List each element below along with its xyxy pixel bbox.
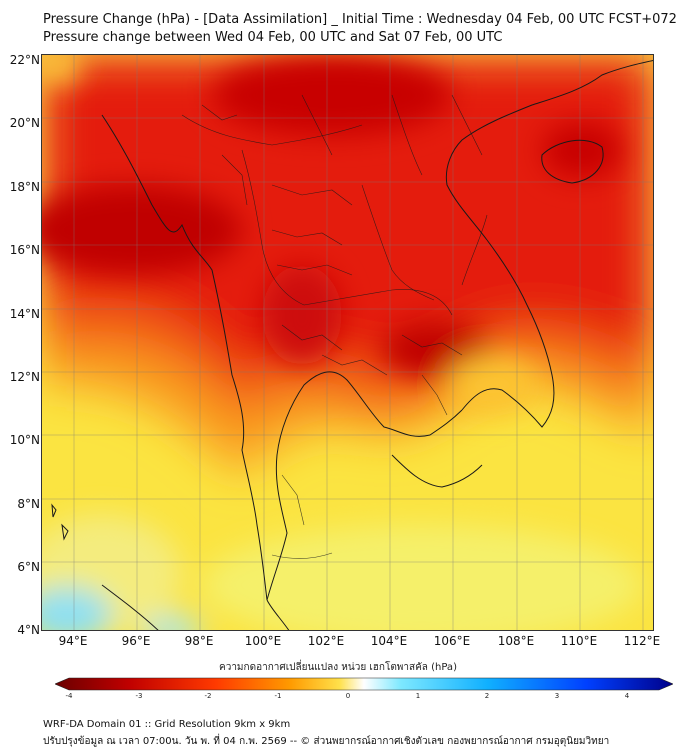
colorbar-tick-2: 2 bbox=[484, 692, 490, 700]
field-dark-red-hainan bbox=[542, 122, 622, 178]
lon-label-94e: 94°E bbox=[58, 634, 88, 648]
field-dark-red-thailand bbox=[262, 265, 342, 365]
colorbar-tick-m3: -3 bbox=[135, 692, 143, 700]
colorbar-tick-m2: -2 bbox=[204, 692, 212, 700]
field-blue-sw bbox=[142, 616, 202, 630]
coast-vietnam-south bbox=[461, 239, 555, 428]
lat-label-10n: 10°N bbox=[9, 433, 40, 447]
coast-gulf-thailand bbox=[266, 371, 463, 601]
lat-label-6n: 6°N bbox=[17, 560, 40, 574]
colorbar-tick-3: 3 bbox=[554, 692, 560, 700]
colorbar-tick-m1: -1 bbox=[274, 692, 282, 700]
coast-hainan bbox=[541, 139, 604, 184]
lon-label-104e: 104°E bbox=[370, 634, 408, 648]
footer-credit: ปรับปรุงข้อมูล ณ เวลา 07:00น. วัน พ. ที่… bbox=[43, 736, 610, 747]
lat-label-4n: 4°N bbox=[17, 623, 40, 637]
lon-label-110e: 110°E bbox=[560, 634, 598, 648]
lon-label-108e: 108°E bbox=[497, 634, 535, 648]
map-canvas bbox=[42, 55, 653, 630]
map-subtitle: Pressure change between Wed 04 Feb, 00 U… bbox=[43, 30, 503, 45]
coast-andaman-1 bbox=[51, 503, 57, 518]
coast-myanmar-west bbox=[101, 114, 268, 601]
province-borders bbox=[181, 94, 488, 559]
colorbar-tick-0: 0 bbox=[345, 692, 351, 700]
lon-label-102e: 102°E bbox=[307, 634, 345, 648]
lat-label-16n: 16°N bbox=[9, 243, 40, 257]
lat-label-22n: 22°N bbox=[9, 53, 40, 67]
lon-label-100e: 100°E bbox=[244, 634, 282, 648]
lat-label-20n: 20°N bbox=[9, 116, 40, 130]
colorbar bbox=[55, 677, 673, 691]
field-cyan-sw bbox=[42, 587, 112, 630]
field-red bbox=[42, 55, 653, 375]
lat-label-14n: 14°N bbox=[9, 307, 40, 321]
pressure-change-map bbox=[41, 54, 654, 631]
lon-label-98e: 98°E bbox=[184, 634, 214, 648]
lon-label-112e: 112°E bbox=[623, 634, 661, 648]
coast-mekong-delta bbox=[391, 454, 483, 488]
coast-sumatra bbox=[101, 584, 159, 630]
field-yellow-corner bbox=[42, 55, 82, 85]
colorbar-gradient bbox=[55, 677, 673, 691]
footer-model-info: WRF-DA Domain 01 :: Grid Resolution 9km … bbox=[43, 719, 291, 730]
field-dark-red-north bbox=[212, 55, 452, 135]
colorbar-tick-4: 4 bbox=[624, 692, 630, 700]
field-dark-red-west bbox=[42, 185, 242, 275]
coast-andaman-2 bbox=[61, 523, 69, 541]
coast-malaysia bbox=[266, 599, 290, 630]
coast-vietnam-north bbox=[445, 59, 653, 241]
lat-label-12n: 12°N bbox=[9, 370, 40, 384]
lon-label-106e: 106°E bbox=[433, 634, 471, 648]
colorbar-tick-1: 1 bbox=[415, 692, 421, 700]
coastlines bbox=[51, 59, 653, 630]
colorbar-tick-m4: -4 bbox=[65, 692, 73, 700]
lon-label-96e: 96°E bbox=[121, 634, 151, 648]
field-light-yellow-south bbox=[202, 525, 642, 630]
lat-label-8n: 8°N bbox=[17, 497, 40, 511]
field-yellow-east bbox=[447, 355, 537, 415]
colorbar-title: ความกดอากาศเปลี่ยนแปลง หน่วย เฮกโตพาสคัล… bbox=[219, 662, 457, 673]
lat-label-18n: 18°N bbox=[9, 180, 40, 194]
map-title: Pressure Change (hPa) - [Data Assimilati… bbox=[43, 12, 676, 27]
map-gridlines bbox=[42, 55, 653, 630]
